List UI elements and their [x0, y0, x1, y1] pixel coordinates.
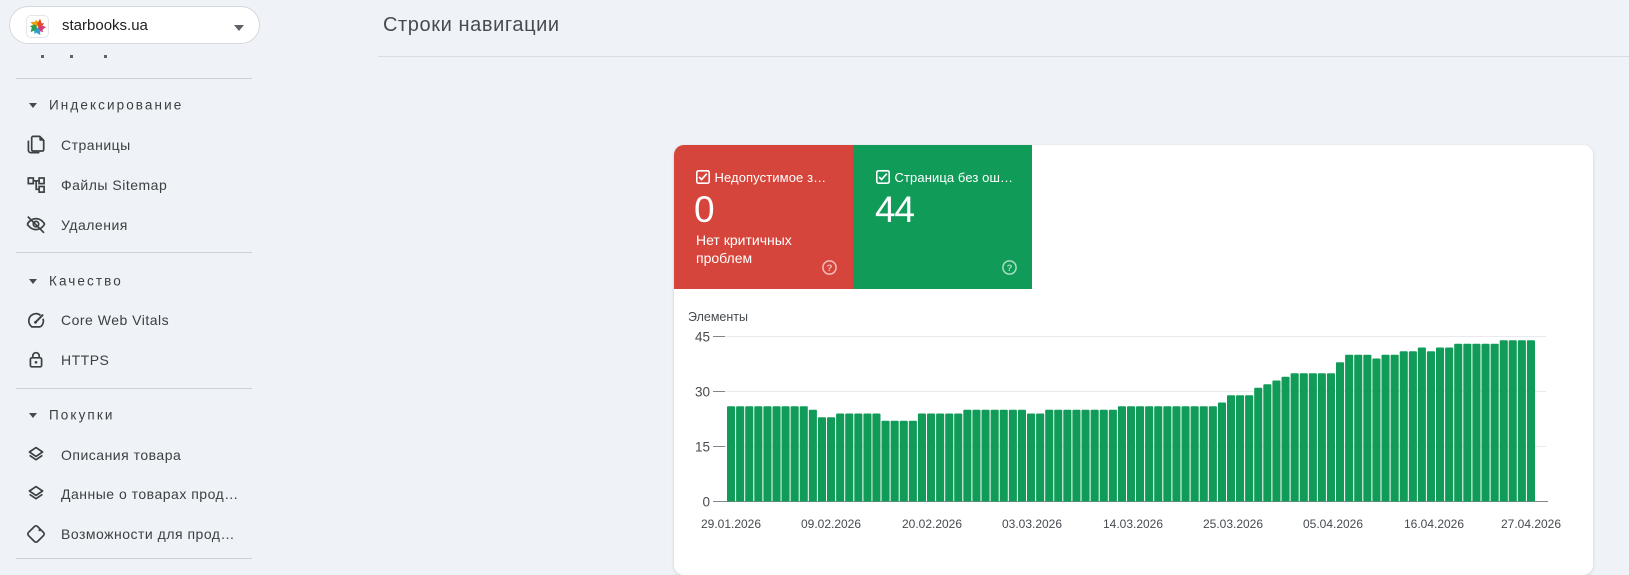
svg-text:09.02.2026: 09.02.2026 [801, 517, 861, 531]
svg-text:29.01.2026: 29.01.2026 [701, 517, 761, 531]
svg-text:27.04.2026: 27.04.2026 [1501, 517, 1561, 531]
svg-text:03.03.2026: 03.03.2026 [1002, 517, 1062, 531]
svg-text:Элементы: Элементы [688, 310, 748, 324]
svg-text:20.02.2026: 20.02.2026 [902, 517, 962, 531]
svg-text:15: 15 [695, 440, 710, 455]
svg-text:14.03.2026: 14.03.2026 [1103, 517, 1163, 531]
svg-text:?: ? [1007, 263, 1013, 274]
svg-text:05.04.2026: 05.04.2026 [1303, 517, 1363, 531]
svg-text:45: 45 [695, 330, 710, 345]
svg-text:?: ? [827, 263, 833, 274]
svg-text:16.04.2026: 16.04.2026 [1404, 517, 1464, 531]
svg-text:0: 0 [702, 495, 710, 510]
svg-text:25.03.2026: 25.03.2026 [1203, 517, 1263, 531]
svg-text:30: 30 [695, 385, 710, 400]
